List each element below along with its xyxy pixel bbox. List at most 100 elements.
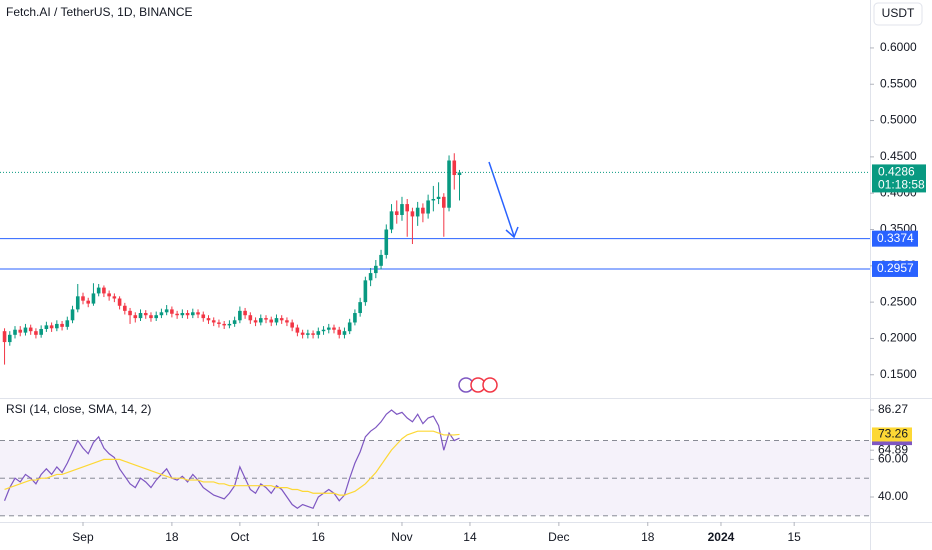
candle-body [60, 323, 64, 327]
y-tick-label: 0.5500 [880, 76, 917, 90]
candle-body [452, 160, 457, 176]
candle-body [295, 327, 300, 333]
candle-body [23, 327, 28, 333]
candle-body [264, 318, 268, 320]
line-label-box [872, 260, 918, 277]
candle-body [358, 302, 362, 314]
x-tick-label: Sep [72, 530, 94, 544]
candle-body [28, 327, 33, 332]
candle-body [55, 323, 59, 329]
candle-body [96, 287, 101, 294]
candle-body [342, 331, 347, 335]
y-tick-label: 64.89 [878, 442, 908, 456]
candle-body [117, 298, 122, 306]
candle-body [180, 313, 185, 316]
candle-body [410, 211, 415, 217]
x-tick-label: 18 [165, 530, 179, 544]
candle-body [326, 327, 331, 330]
candle-body [164, 309, 169, 313]
candle-body [421, 207, 425, 214]
candle-body [426, 200, 430, 214]
x-tick-label: Nov [391, 530, 412, 544]
countdown-label: 01:18:58 [878, 178, 925, 192]
candle-body [248, 315, 253, 321]
candle-body [290, 322, 294, 328]
chart-title: Fetch.AI / TetherUS, 1D, BINANCE [6, 5, 193, 19]
arrow-line [488, 161, 515, 237]
candle-body [13, 329, 17, 335]
y-tick-label: 0.5000 [880, 113, 917, 127]
candle-body [415, 207, 420, 217]
y-tick-label: 0.4500 [880, 149, 917, 163]
candle-body [86, 300, 91, 304]
candle-body [347, 322, 352, 332]
candle-body [431, 199, 436, 201]
last-price-box [872, 164, 926, 193]
candle-body [227, 323, 232, 326]
candle-body [123, 305, 127, 311]
y-tick-label: 0.1500 [880, 367, 917, 381]
y-tick-label: 86.27 [878, 402, 908, 416]
candle-body [363, 280, 368, 303]
candle-body [196, 312, 200, 315]
candle-body [81, 296, 85, 301]
line-label: 0.2957 [877, 261, 914, 275]
candle-body [400, 204, 404, 215]
candle-body [321, 329, 326, 332]
x-tick-label: 18 [641, 530, 655, 544]
candle-body [379, 254, 383, 266]
candle-body [91, 293, 96, 304]
candle-body [112, 296, 117, 299]
candle-body [253, 320, 258, 323]
rsi-line [4, 430, 460, 496]
candle-body [285, 320, 289, 323]
candle-body [2, 331, 7, 343]
candle-body [143, 313, 148, 316]
candle-body [138, 313, 143, 319]
candle-body [39, 329, 43, 335]
candle-body [170, 309, 174, 314]
y-tick-label: 40.00 [878, 489, 908, 503]
event-icons [458, 377, 498, 393]
rsi-value-box [872, 427, 912, 442]
candle-body [300, 332, 305, 335]
candle-body [107, 293, 111, 297]
x-tick-label: 2024 [708, 530, 735, 544]
candle-body [311, 333, 315, 335]
candle-body [238, 310, 242, 321]
candle-body [34, 331, 38, 335]
x-tick-label: 14 [463, 530, 477, 544]
currency-label[interactable]: USDT [882, 6, 915, 20]
candle-body [206, 318, 211, 321]
candle-body [222, 323, 226, 326]
candle-body [368, 273, 373, 281]
arrow-head [505, 226, 519, 239]
candle-body [353, 313, 357, 323]
candle-body [175, 313, 179, 316]
x-tick-label: 15 [787, 530, 801, 544]
candle-body [133, 315, 138, 319]
candle-body [232, 320, 237, 324]
candle-body [316, 331, 321, 335]
candle-body [269, 319, 274, 323]
rsi-title: RSI (14, close, SMA, 14, 2) [6, 402, 151, 416]
candle-body [389, 211, 394, 230]
candle-body [394, 211, 399, 215]
x-tick-label: Oct [231, 530, 250, 544]
candle-body [191, 312, 195, 316]
candle-body [442, 196, 446, 208]
candle-body [102, 287, 106, 294]
candle-body [274, 318, 279, 323]
candle-body [49, 325, 54, 329]
candle-body [149, 315, 153, 319]
candle-body [436, 196, 441, 199]
line-label: 0.3374 [877, 231, 914, 245]
last-price-label: 0.4286 [878, 165, 915, 179]
candle-body [384, 229, 389, 255]
candle-body [332, 327, 336, 330]
event-icon[interactable] [482, 377, 498, 393]
currency-button[interactable] [873, 2, 923, 26]
candle-body [65, 320, 70, 327]
candle-body [337, 329, 342, 335]
